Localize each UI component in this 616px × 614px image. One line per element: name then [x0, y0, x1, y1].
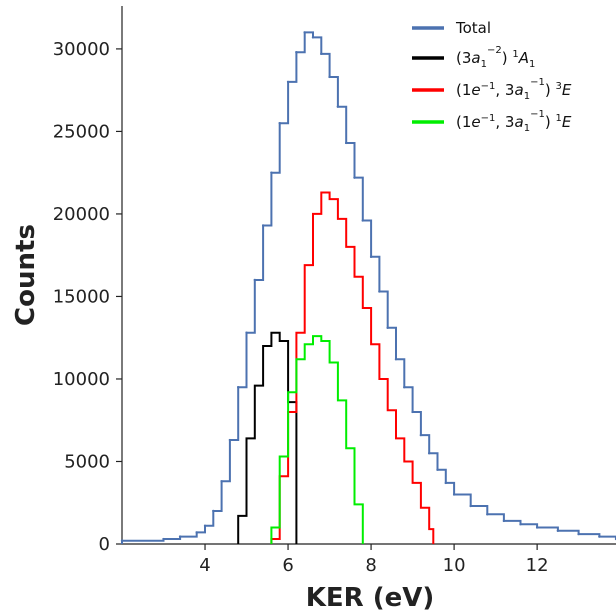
data-point — [220, 480, 223, 483]
data-point — [295, 51, 298, 54]
data-point — [178, 535, 182, 538]
data-point — [535, 526, 539, 529]
y-tick-label: 25000 — [53, 121, 110, 142]
data-point — [120, 539, 124, 542]
data-point — [228, 438, 232, 442]
x-axis-title: KER (eV) — [306, 583, 435, 613]
data-point — [411, 410, 414, 414]
data-point — [162, 537, 165, 541]
data-point — [237, 386, 240, 389]
series-3 — [270, 335, 364, 544]
data-point — [311, 36, 315, 39]
legend-item-1e: (1e−1, 3a1−1) 1E — [412, 109, 572, 134]
data-point — [556, 529, 560, 532]
series-2 — [270, 191, 435, 544]
data-point — [212, 509, 215, 513]
series-line-1 — [237, 331, 298, 544]
series-line-0 — [121, 31, 616, 544]
data-point — [336, 105, 340, 108]
data-point — [278, 121, 281, 125]
data-point — [261, 224, 265, 227]
data-point — [386, 326, 389, 330]
y-tick-label: 15000 — [53, 286, 110, 307]
series-line-2 — [270, 191, 435, 544]
data-point — [598, 535, 601, 538]
data-point — [436, 468, 439, 471]
x-tick-label: 6 — [282, 555, 293, 576]
x-tick-label: 12 — [526, 555, 549, 576]
series-0 — [120, 31, 616, 544]
series-1 — [237, 331, 298, 544]
data-point — [369, 255, 373, 259]
legend: Total (3a1−2) 1A1 (1e−1, 3a1−1) 3E (1e−1… — [412, 19, 572, 134]
data-point — [344, 141, 348, 145]
series-line-3 — [270, 335, 364, 544]
y-axis: 0 5000 10000 15000 20000 25000 30000 — [53, 39, 122, 555]
data-point — [519, 522, 522, 526]
y-tick-label: 20000 — [53, 204, 110, 225]
data-point — [419, 433, 423, 437]
data-point — [361, 219, 364, 222]
legend-item-3a1-2: (3a1−2) 1A1 — [412, 45, 535, 70]
plot-frame — [121, 6, 616, 545]
data-point — [403, 386, 406, 389]
data-point — [303, 31, 306, 34]
legend-label-3a1-2: (3a1−2) 1A1 — [456, 45, 535, 70]
legend-item-3e: (1e−1, 3a1−1) 3E — [412, 77, 572, 102]
data-point — [270, 171, 273, 174]
data-point — [452, 493, 456, 496]
legend-label-3e: (1e−1, 3a1−1) 3E — [456, 77, 572, 102]
data-point — [486, 513, 489, 516]
y-tick-label: 0 — [99, 534, 110, 555]
data-point — [378, 290, 381, 293]
data-point — [444, 481, 447, 485]
x-tick-label: 8 — [365, 555, 376, 576]
x-tick-label: 4 — [199, 555, 210, 576]
x-tick-label: 10 — [443, 555, 466, 576]
data-point — [328, 75, 331, 79]
x-axis: 4 6 8 10 12 — [199, 544, 549, 576]
data-point — [195, 531, 198, 534]
series-layer — [120, 31, 616, 544]
y-tick-label: 10000 — [53, 369, 110, 390]
y-tick-label: 5000 — [64, 451, 110, 472]
data-point — [320, 52, 323, 56]
y-axis-title: Counts — [11, 224, 41, 326]
data-point — [245, 331, 248, 334]
legend-label-total: Total — [455, 19, 491, 37]
data-point — [286, 80, 290, 84]
data-point — [469, 504, 472, 508]
data-point — [394, 357, 398, 361]
legend-item-total: Total — [412, 19, 491, 37]
data-point — [427, 452, 431, 455]
data-point — [203, 524, 207, 528]
data-point — [353, 176, 356, 179]
legend-label-1e: (1e−1, 3a1−1) 1E — [456, 109, 572, 134]
y-tick-label: 30000 — [53, 39, 110, 60]
data-point — [253, 278, 257, 282]
data-point — [502, 519, 506, 523]
data-point — [577, 532, 580, 536]
